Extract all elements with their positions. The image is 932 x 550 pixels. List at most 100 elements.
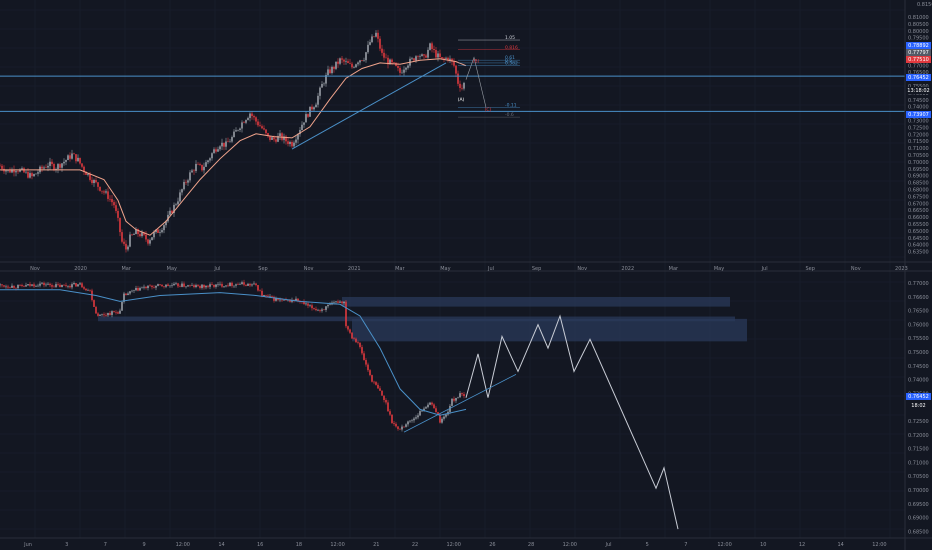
candle-body — [337, 61, 339, 64]
candle-body — [29, 173, 31, 178]
candle-body — [361, 347, 363, 354]
candle-body — [259, 125, 261, 127]
candle-body — [19, 285, 21, 286]
candle-body — [377, 384, 379, 389]
candle-body — [401, 426, 403, 430]
price-tag[interactable] — [906, 87, 931, 94]
candle-body — [443, 416, 445, 419]
resistance-zone[interactable] — [352, 318, 747, 342]
candle-body — [41, 166, 43, 169]
candle-body — [117, 312, 119, 314]
candle-body — [105, 191, 107, 193]
trendline[interactable] — [403, 373, 517, 433]
candle-body — [211, 153, 213, 159]
candle-body — [33, 174, 35, 177]
price-tick-label: 0.68500 — [908, 529, 929, 535]
price-tag[interactable] — [906, 49, 931, 56]
candle-body — [275, 139, 277, 142]
candle-body — [279, 133, 281, 137]
price-tick-label: 0.67000 — [908, 201, 929, 207]
candle-body — [177, 283, 179, 287]
time-tick-label: Jun — [23, 542, 32, 548]
time-tick-label: Jul — [604, 542, 611, 548]
candle-body — [93, 300, 95, 307]
price-tag[interactable] — [906, 111, 931, 118]
price-tag[interactable] — [906, 74, 931, 81]
price-tick-label: 0.77000 — [908, 281, 929, 287]
candle-body — [393, 62, 395, 63]
price-tick-label: 0.76000 — [908, 322, 929, 328]
candle-body — [17, 285, 19, 289]
price-projection-path — [465, 314, 679, 530]
candle-body — [77, 284, 79, 287]
candle-body — [269, 136, 271, 140]
candle-body — [157, 284, 159, 286]
candle-body — [419, 56, 421, 57]
time-tick-label: 26 — [489, 542, 495, 548]
time-tick-label: 2022 — [621, 266, 634, 272]
candle-body — [375, 382, 377, 385]
candle-body — [131, 290, 133, 292]
price-tick-label: 0.72500 — [908, 419, 929, 425]
candle-body — [185, 286, 187, 288]
candle-body — [27, 284, 29, 286]
price-tag-text: 0.73907 — [908, 112, 929, 118]
candle-body — [225, 285, 227, 287]
candle-body — [141, 232, 143, 237]
candle-body — [55, 284, 57, 287]
candle-body — [297, 134, 299, 140]
candle-body — [423, 54, 425, 56]
candle-body — [405, 424, 407, 427]
candle-body — [223, 286, 225, 287]
price-tick-label: 0.75000 — [908, 350, 929, 356]
candle-body — [453, 61, 455, 66]
candle-body — [11, 285, 13, 288]
price-tag[interactable] — [906, 42, 931, 49]
price-tag[interactable] — [906, 393, 931, 400]
bottom-pane[interactable] — [0, 279, 747, 530]
candle-body — [389, 411, 391, 415]
price-tick-label: 0.74000 — [908, 378, 929, 384]
price-tick-label: 0.69500 — [908, 502, 929, 508]
supply-zone[interactable] — [342, 296, 730, 307]
price-tag[interactable] — [906, 402, 931, 409]
time-tick-label: Nov — [304, 266, 314, 272]
candle-body — [0, 165, 1, 167]
candle-body — [405, 67, 407, 70]
candle-body — [201, 164, 203, 171]
candle-body — [327, 305, 329, 307]
candle-body — [143, 286, 145, 288]
candle-body — [57, 284, 59, 285]
candle-body — [159, 284, 161, 285]
candle-body — [329, 69, 331, 74]
candle-body — [147, 239, 149, 244]
candle-body — [283, 299, 285, 301]
candle-body — [175, 283, 177, 284]
price-tick-label: 0.76600 — [908, 295, 929, 301]
candle-body — [267, 295, 269, 297]
candle-body — [191, 285, 193, 286]
candle-body — [93, 180, 95, 184]
candle-body — [315, 308, 317, 311]
price-tick-label: 0.70500 — [908, 474, 929, 480]
candle-body — [463, 82, 465, 89]
time-tick-label: 12:00 — [563, 542, 577, 548]
top-pane[interactable]: 1.05 0.816 0.610.50.382 -0.11 -0.6 (B) (A) (C) — [0, 29, 905, 253]
trendline[interactable] — [291, 62, 447, 150]
fib-level-label: 0.382 — [505, 61, 518, 67]
candle-body — [313, 308, 315, 309]
candle-body — [119, 217, 121, 233]
price-tick-label: 0.79500 — [908, 36, 929, 42]
time-tick-label: 2023 — [895, 266, 908, 272]
candle-body — [73, 283, 75, 285]
candle-body — [221, 283, 223, 287]
candle-body — [449, 405, 451, 412]
candle-body — [233, 285, 235, 287]
time-tick-label: Nov — [30, 266, 40, 272]
candle-body — [455, 65, 457, 74]
candle-body — [91, 179, 93, 184]
price-tag[interactable] — [906, 56, 931, 63]
